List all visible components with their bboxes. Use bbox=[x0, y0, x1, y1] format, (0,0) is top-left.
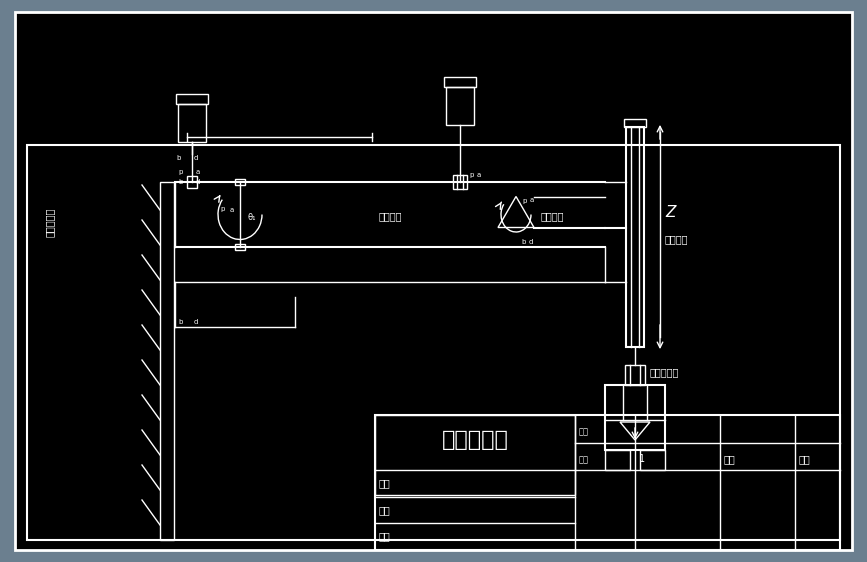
Text: b: b bbox=[176, 155, 180, 161]
Bar bbox=[624, 119, 646, 127]
Text: d: d bbox=[196, 179, 200, 185]
Text: d: d bbox=[194, 155, 199, 161]
Text: 材料: 材料 bbox=[799, 454, 811, 464]
Text: 重量: 重量 bbox=[724, 454, 736, 464]
Text: 1: 1 bbox=[639, 454, 645, 464]
Text: 件数: 件数 bbox=[579, 455, 589, 464]
Bar bbox=[375, 415, 840, 550]
Bar bbox=[235, 179, 245, 185]
Text: a: a bbox=[230, 206, 234, 212]
Text: 传动原理图: 传动原理图 bbox=[441, 430, 508, 450]
Text: p: p bbox=[522, 197, 526, 203]
Bar bbox=[187, 176, 197, 188]
Text: 移动关节: 移动关节 bbox=[665, 234, 688, 244]
Text: d: d bbox=[529, 239, 533, 245]
Text: 审核: 审核 bbox=[379, 532, 391, 542]
Bar bbox=[640, 450, 665, 470]
Bar bbox=[626, 127, 644, 347]
Text: 手得驱动力: 手得驱动力 bbox=[650, 367, 680, 377]
Text: Z: Z bbox=[665, 205, 675, 220]
Bar bbox=[176, 94, 208, 104]
Bar bbox=[444, 77, 476, 87]
Bar bbox=[178, 104, 206, 142]
Text: b: b bbox=[178, 179, 182, 185]
Text: 描图: 描图 bbox=[379, 505, 391, 515]
Bar bbox=[446, 87, 474, 125]
Bar bbox=[605, 450, 630, 470]
Bar bbox=[27, 145, 840, 540]
Text: b: b bbox=[521, 239, 525, 245]
Text: p: p bbox=[220, 206, 225, 212]
Text: p: p bbox=[469, 172, 473, 178]
Text: a: a bbox=[530, 197, 534, 203]
Text: 大臂关节: 大臂关节 bbox=[378, 211, 401, 221]
Text: b: b bbox=[178, 319, 182, 325]
Text: 小臂关节: 小臂关节 bbox=[541, 211, 564, 221]
Text: 与机身连接: 与机身连接 bbox=[45, 207, 55, 237]
Bar bbox=[625, 365, 645, 385]
Bar bbox=[453, 175, 467, 189]
Text: d: d bbox=[194, 319, 199, 325]
Text: a: a bbox=[196, 169, 200, 175]
Text: θ₁: θ₁ bbox=[248, 212, 257, 221]
Text: a: a bbox=[477, 172, 481, 178]
Bar bbox=[235, 244, 245, 250]
Bar bbox=[160, 182, 174, 540]
Text: 图号: 图号 bbox=[579, 428, 589, 437]
Bar bbox=[375, 415, 575, 495]
Text: p: p bbox=[178, 169, 182, 175]
Text: 制图: 制图 bbox=[379, 478, 391, 488]
Bar bbox=[605, 385, 665, 450]
